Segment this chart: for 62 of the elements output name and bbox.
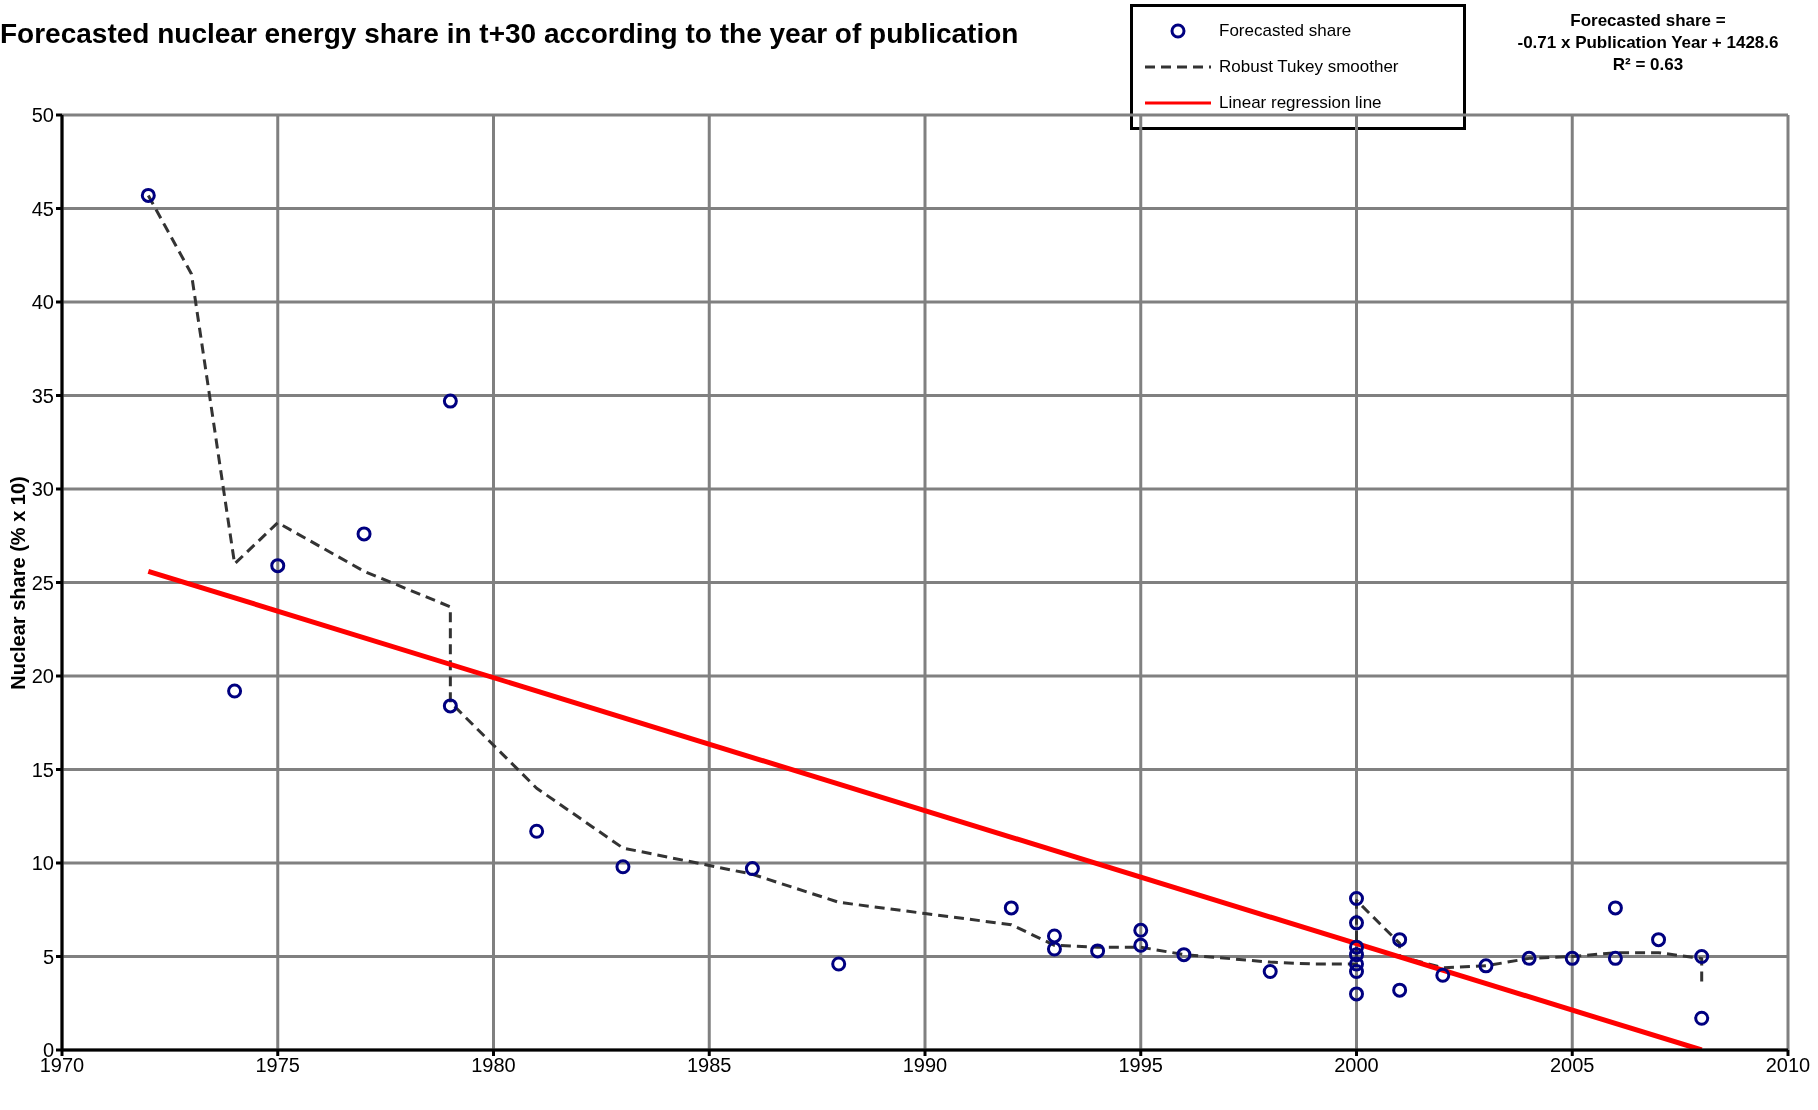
y-tick-label: 20 <box>31 665 54 688</box>
point <box>270 558 286 574</box>
y-tick-label: 50 <box>31 104 54 127</box>
x-tick-label: 2000 <box>1334 1054 1379 1077</box>
point <box>1607 950 1623 966</box>
x-tick-label: 1980 <box>471 1054 516 1077</box>
point <box>1349 947 1364 963</box>
point <box>442 698 458 714</box>
point <box>1392 982 1408 998</box>
legend-label: Forecasted share <box>1219 21 1352 41</box>
chart-title: Forecasted nuclear energy share in t+30 according to the year of publication <box>0 18 1019 50</box>
point <box>744 861 760 877</box>
legend-label: Linear regression line <box>1219 93 1382 113</box>
y-tick-label: 15 <box>31 758 54 781</box>
x-tick-label: 1975 <box>255 1054 300 1077</box>
point <box>1349 956 1364 972</box>
x-tick-label: 1990 <box>902 1054 948 1077</box>
y-tick-label: 10 <box>31 852 54 875</box>
point <box>1392 932 1408 948</box>
point <box>1478 958 1494 974</box>
point <box>1090 943 1106 959</box>
point <box>442 393 458 409</box>
legend-label: Robust Tukey smoother <box>1219 57 1399 77</box>
x-tick-label: 2010 <box>1765 1054 1811 1077</box>
point <box>615 859 631 875</box>
y-tick-label: 45 <box>31 197 54 220</box>
point <box>1435 967 1451 983</box>
y-axis-title: Nuclear share (% x 10) <box>6 475 30 690</box>
point <box>1176 947 1192 963</box>
point <box>1349 963 1364 979</box>
point <box>1694 949 1710 964</box>
x-tick-label: 1985 <box>687 1054 732 1077</box>
point <box>1349 891 1364 907</box>
point <box>1694 1010 1710 1026</box>
point <box>1262 963 1278 979</box>
y-tick-label: 25 <box>31 571 54 594</box>
text: -0.71 x Publication Year + 1428.6 <box>1516 32 1780 54</box>
point <box>1651 932 1667 948</box>
y-tick-label: 35 <box>31 384 54 407</box>
text: R² = 0.63 <box>1611 54 1685 76</box>
x-tick-label: 2005 <box>1550 1054 1595 1077</box>
point <box>227 683 243 699</box>
point <box>1133 937 1149 953</box>
point <box>1349 915 1364 931</box>
x-tick-label: 1995 <box>1118 1054 1163 1077</box>
point <box>1349 986 1364 1002</box>
point <box>1349 939 1364 955</box>
point <box>1046 941 1062 957</box>
y-tick-label: 40 <box>31 291 54 314</box>
point <box>1564 950 1580 966</box>
y-tick-label: 30 <box>31 478 54 501</box>
point <box>1046 928 1062 944</box>
text: Forecasted share = <box>1569 10 1727 32</box>
point <box>1521 950 1537 966</box>
point <box>1133 922 1149 938</box>
point <box>356 526 372 542</box>
point <box>1003 900 1019 916</box>
point <box>831 956 847 972</box>
y-tick-label: 5 <box>42 945 54 968</box>
point <box>529 823 545 839</box>
point <box>1607 900 1623 916</box>
point <box>140 187 156 203</box>
